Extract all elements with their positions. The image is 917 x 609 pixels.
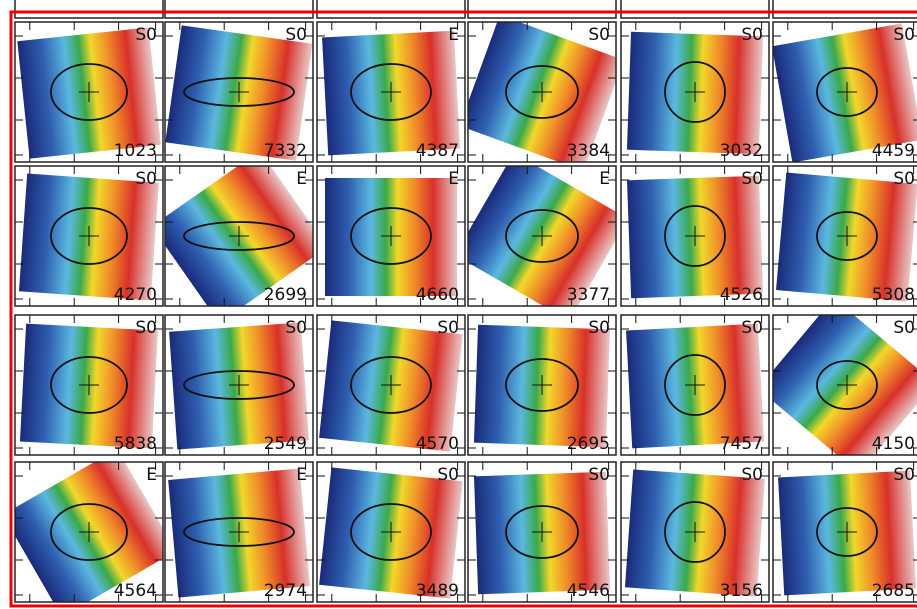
galaxy-id: 4270 — [114, 285, 157, 305]
velocity-map — [17, 27, 161, 158]
galaxy-id: 3489 — [416, 581, 459, 601]
galaxy-type: S0 — [135, 25, 157, 45]
galaxy-id: 7457 — [720, 434, 763, 454]
galaxy-type: S0 — [741, 25, 763, 45]
velocity-map — [626, 324, 764, 449]
galaxy-id: 4546 — [567, 581, 610, 601]
galaxy-type: S0 — [893, 169, 915, 189]
velocity-map — [627, 176, 763, 299]
velocity-map — [474, 472, 610, 595]
galaxy-id: 2695 — [567, 434, 610, 454]
galaxy-type: S0 — [135, 169, 157, 189]
galaxy-type: S0 — [588, 465, 610, 485]
galaxy-id: 5308 — [872, 285, 915, 305]
panel: S0 5838 — [15, 315, 163, 455]
panel: E 2974 — [165, 462, 313, 602]
galaxy-type: E — [296, 169, 307, 189]
galaxy-id: 4564 — [114, 581, 157, 601]
panel: S0 4459 — [772, 22, 917, 163]
galaxy-id: 2699 — [264, 285, 307, 305]
panel: S0 2549 — [165, 315, 313, 455]
panel: S0 3489 — [317, 462, 465, 602]
panel: S0 4570 — [317, 315, 465, 455]
panel: S0 4546 — [468, 462, 616, 602]
panel: E 4564 — [3, 449, 176, 609]
galaxy-id: 7332 — [264, 141, 307, 161]
galaxy-id: 4660 — [416, 285, 459, 305]
galaxy-type: S0 — [741, 465, 763, 485]
velocity-map — [322, 31, 460, 156]
galaxy-id: 4459 — [872, 141, 915, 161]
velocity-map — [778, 471, 916, 596]
galaxy-type: E — [146, 465, 157, 485]
galaxy-type: S0 — [285, 25, 307, 45]
galaxy-type: S0 — [588, 25, 610, 45]
galaxy-id: 1023 — [114, 141, 157, 161]
galaxy-type: E — [448, 25, 459, 45]
galaxy-id: 3377 — [567, 285, 610, 305]
panel: E 3377 — [455, 153, 628, 321]
galaxy-id: 4570 — [416, 434, 459, 454]
velocity-map — [20, 324, 158, 449]
panel: E 2699 — [152, 151, 328, 323]
panel: S0 4270 — [15, 166, 163, 306]
velocity-map — [169, 323, 309, 450]
panel: S0 7332 — [165, 22, 313, 162]
galaxy-id: 3384 — [567, 141, 610, 161]
velocity-map — [168, 468, 310, 597]
galaxy-type: E — [599, 169, 610, 189]
panel: S0 3032 — [621, 22, 769, 162]
galaxy-id: 2685 — [872, 581, 915, 601]
galaxy-id: 2974 — [264, 581, 307, 601]
galaxy-id: 4526 — [720, 285, 763, 305]
galaxy-type: E — [448, 169, 459, 189]
panel: S0 2695 — [468, 315, 616, 455]
galaxy-id: 3032 — [720, 141, 763, 161]
galaxy-type: S0 — [588, 318, 610, 338]
panel: S0 3156 — [621, 462, 769, 602]
velocity-map — [625, 470, 765, 597]
galaxy-type: E — [296, 465, 307, 485]
galaxy-type: S0 — [741, 318, 763, 338]
panel: S0 4526 — [621, 166, 769, 306]
galaxy-id: 4150 — [872, 434, 915, 454]
galaxy-type: S0 — [437, 465, 459, 485]
panel: S0 7457 — [621, 315, 769, 455]
galaxy-id: 5838 — [114, 434, 157, 454]
figure: S0 1023 S0 7332 E 4387 S0 3384 S0 3032 S0 4459 S0 427… — [0, 0, 917, 609]
velocity-map — [19, 174, 159, 301]
panel: S0 5308 — [773, 166, 917, 306]
panel: S0 3384 — [459, 15, 623, 171]
velocity-map — [319, 467, 463, 598]
galaxy-type: S0 — [893, 25, 915, 45]
panel: S0 2685 — [773, 462, 917, 602]
panel: S0 4150 — [758, 298, 917, 473]
galaxy-type: S0 — [741, 169, 763, 189]
galaxy-type: S0 — [135, 318, 157, 338]
velocity-map — [627, 32, 763, 155]
galaxy-id: 2549 — [264, 434, 307, 454]
velocity-map — [319, 320, 463, 451]
velocity-map — [325, 178, 457, 296]
top-partial-row — [15, 0, 917, 18]
galaxy-id: 4387 — [416, 141, 459, 161]
galaxy-id: 3156 — [720, 581, 763, 601]
panel: E 4387 — [317, 22, 465, 162]
galaxy-type: S0 — [893, 318, 915, 338]
galaxy-type: S0 — [437, 318, 459, 338]
galaxy-type: S0 — [285, 318, 307, 338]
panel: E 4660 — [317, 166, 465, 306]
velocity-map — [776, 172, 917, 301]
panel: S0 1023 — [15, 22, 163, 162]
velocity-map — [474, 325, 610, 448]
galaxy-type: S0 — [893, 465, 915, 485]
